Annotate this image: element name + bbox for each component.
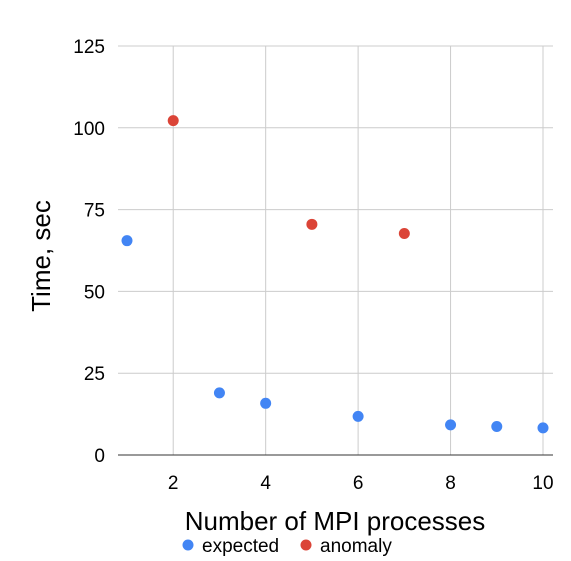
anomaly-legend-marker: [300, 539, 312, 551]
expected-point: [445, 419, 457, 431]
x-tick-label: 10: [532, 473, 553, 494]
expected-point: [121, 235, 133, 247]
x-axis-title: Number of MPI processes: [185, 506, 486, 536]
y-tick-label: 125: [73, 37, 105, 58]
y-tick-label: 50: [84, 282, 105, 303]
x-tick-label: 6: [353, 473, 364, 494]
expected-point: [537, 422, 549, 434]
expected-point: [491, 421, 503, 433]
anomaly-point: [306, 218, 318, 230]
expected-point: [352, 410, 364, 422]
legend: expected anomaly: [182, 536, 392, 557]
expected-legend-label: expected: [202, 536, 279, 557]
x-tick-label: 4: [260, 473, 271, 494]
y-tick-label: 25: [84, 364, 105, 385]
y-tick-label: 75: [84, 201, 105, 222]
anomaly-point: [398, 227, 410, 239]
x-tick-label: 8: [445, 473, 456, 494]
y-tick-label: 0: [94, 446, 105, 467]
data-points: [121, 115, 549, 434]
y-axis-title: Time, sec: [26, 200, 56, 312]
expected-point: [260, 397, 272, 409]
y-tick-label: 100: [73, 119, 105, 140]
expected-legend-marker: [182, 539, 194, 551]
gridlines: [118, 45, 553, 455]
x-tick-label: 2: [168, 473, 179, 494]
expected-point: [213, 387, 225, 399]
tick-labels: 0 25 50 75 100 125 2 4 6 8 10: [73, 37, 553, 494]
anomaly-legend-label: anomaly: [320, 536, 392, 557]
anomaly-point: [167, 115, 179, 127]
